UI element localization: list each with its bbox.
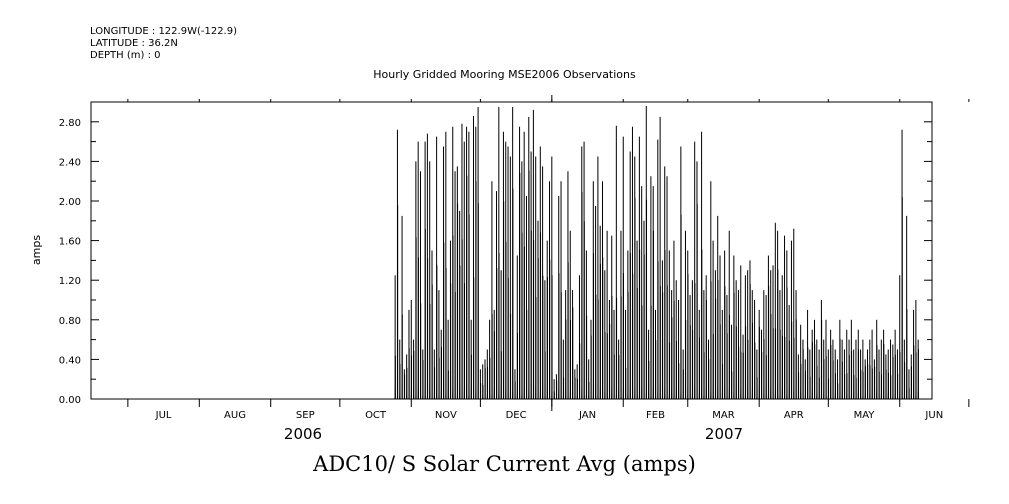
y-axis-label: amps xyxy=(30,235,43,265)
x-year-label: 2006 xyxy=(284,425,322,443)
y-tick-label: 0.40 xyxy=(59,355,81,366)
y-tick-label: 1.20 xyxy=(59,276,81,287)
x-month-label: NOV xyxy=(435,410,457,421)
y-tick-label: 2.80 xyxy=(59,118,81,129)
plot-frame xyxy=(90,101,933,400)
x-month-label: APR xyxy=(784,410,804,421)
x-month-label: JUN xyxy=(924,410,943,421)
depth-label: DEPTH (m) : 0 xyxy=(90,50,161,61)
variable-title: ADC10/ S Solar Current Avg (amps) xyxy=(313,452,696,476)
x-month-label: MAY xyxy=(854,410,876,421)
y-tick-label: 1.60 xyxy=(59,237,81,248)
x-month-label: JUL xyxy=(155,410,172,421)
y-tick-label: 0.00 xyxy=(59,395,81,406)
latitude-label: LATITUDE : 36.2N xyxy=(90,38,178,49)
x-month-label: MAR xyxy=(712,410,734,421)
x-month-label: FEB xyxy=(646,410,665,421)
y-tick-label: 2.00 xyxy=(59,197,81,208)
y-tick-label: 0.80 xyxy=(59,316,81,327)
longitude-label: LONGITUDE : 122.9W(-122.9) xyxy=(90,26,237,37)
x-year-label: 2007 xyxy=(705,425,743,443)
x-month-label: OCT xyxy=(365,410,387,421)
chart-title: Hourly Gridded Mooring MSE2006 Observati… xyxy=(373,68,636,81)
y-axis: 0.00 0.40 0.80 1.20 1.60 2.00 2.40 2.80 xyxy=(59,101,932,406)
data-series-solar-current xyxy=(394,105,919,399)
x-month-label: DEC xyxy=(506,410,527,421)
x-month-label: AUG xyxy=(224,410,246,421)
x-axis: JUL AUG SEP OCT NOV DEC JAN FEB MAR APR MAY JUN 2006… xyxy=(127,95,970,443)
x-month-label: JAN xyxy=(578,410,596,421)
y-tick-label: 2.40 xyxy=(59,157,81,168)
x-month-label: SEP xyxy=(296,410,315,421)
